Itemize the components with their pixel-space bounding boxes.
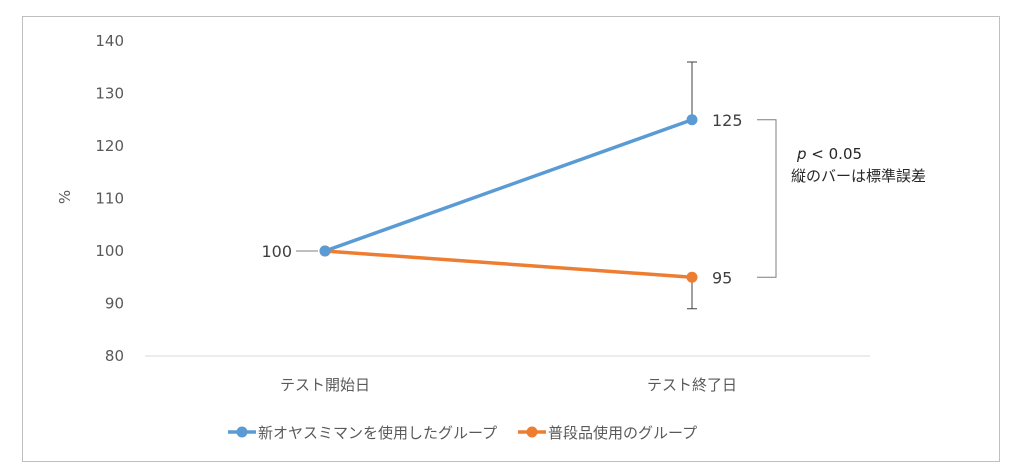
legend: 新オヤスミマンを使用したグループ 普段品使用のグループ <box>228 424 697 442</box>
data-point <box>319 245 331 257</box>
legend-marker <box>236 426 248 438</box>
significance-bracket <box>757 119 777 278</box>
data-point <box>686 271 698 283</box>
y-tick-label: 140 <box>95 32 124 50</box>
y-axis-label: % <box>56 190 74 204</box>
series-lines <box>324 118 693 279</box>
chart-frame <box>22 16 1000 462</box>
legend-marker <box>526 426 538 438</box>
y-axis-ticks: 80 90 100 110 120 130 140 <box>95 32 124 365</box>
series-line <box>324 249 693 279</box>
x-axis-categories: テスト開始日 テスト終了日 <box>280 376 737 394</box>
y-tick-label: 110 <box>95 190 124 208</box>
data-label-series2-end: 95 <box>712 268 732 287</box>
data-label-start: 100 <box>261 242 292 261</box>
series-points <box>319 114 698 283</box>
legend-label: 新オヤスミマンを使用したグループ <box>258 424 497 442</box>
p-value: < 0.05 <box>807 145 863 163</box>
x-category-label: テスト終了日 <box>647 376 737 394</box>
series-line <box>324 118 693 253</box>
y-tick-label: 90 <box>105 295 124 313</box>
error-bars <box>687 61 697 310</box>
data-point <box>686 114 698 126</box>
data-label-series1-end: 125 <box>712 111 743 130</box>
x-category-label: テスト開始日 <box>280 376 370 394</box>
error-bar-note: 縦のバーは標準誤差 <box>791 167 926 185</box>
p-value-annotation: p < 0.05 <box>796 145 862 163</box>
p-italic: p <box>796 145 807 163</box>
y-tick-label: 120 <box>95 137 124 155</box>
legend-label: 普段品使用のグループ <box>548 424 697 442</box>
y-tick-label: 130 <box>95 85 124 103</box>
y-tick-label: 80 <box>105 347 124 365</box>
y-tick-label: 100 <box>95 242 124 260</box>
